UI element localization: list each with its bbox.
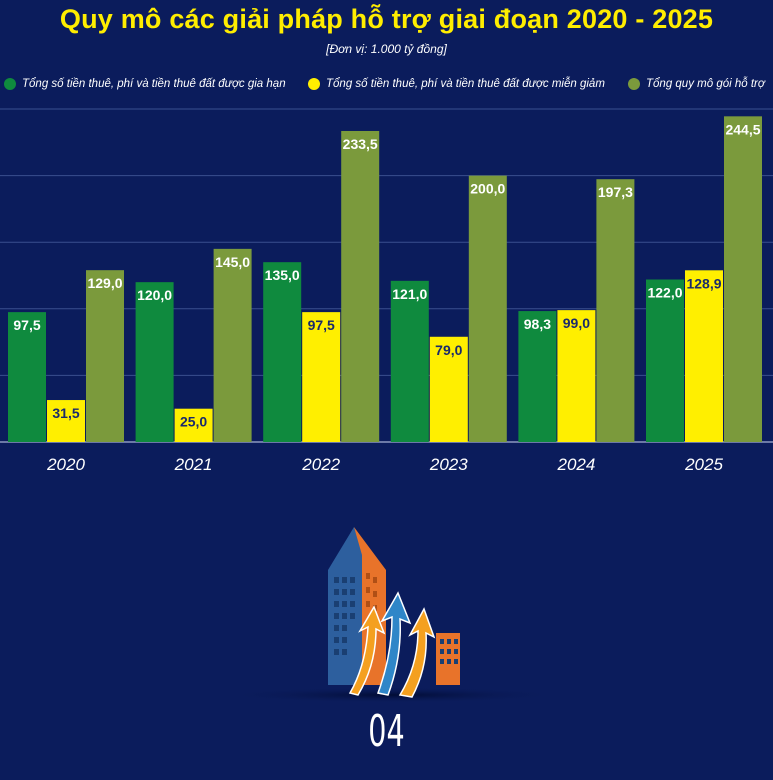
data-label: 244,5: [725, 121, 760, 137]
data-label: 98,3: [524, 316, 551, 332]
bar-chart: 97,5 31,5 129,0 2020 120,0 25,0 145,0 2021 135,0…: [0, 108, 773, 474]
page-number: 04: [368, 706, 405, 757]
data-label: 31,5: [52, 405, 79, 421]
bar-reduced: [302, 312, 341, 442]
legend-swatch-reduced: [308, 78, 320, 90]
legend: Tổng số tiền thuê, phí và tiền thuê đất …: [4, 78, 773, 98]
chart-title: Quy mô các giải pháp hỗ trợ giai đoạn 20…: [59, 4, 714, 34]
data-label: 197,3: [598, 184, 633, 200]
data-label: 79,0: [435, 342, 462, 358]
legend-item-extended: Tổng số tiền thuê, phí và tiền thuê đất …: [4, 78, 286, 90]
data-label: 121,0: [392, 286, 427, 302]
data-label: 120,0: [137, 287, 172, 303]
data-label: 25,0: [180, 414, 207, 430]
bar-extended: [135, 282, 174, 442]
bar-extended: [390, 280, 429, 442]
legend-item-reduced: Tổng số tiền thuê, phí và tiền thuê đất …: [308, 78, 605, 90]
bar-reduced: [685, 270, 723, 442]
chart-subtitle: [Đơn vị: 1.000 tỷ đồng]: [326, 42, 447, 56]
bar-total: [724, 116, 762, 443]
legend-label-extended: Tổng số tiền thuê, phí và tiền thuê đất …: [22, 78, 286, 90]
data-label: 99,0: [563, 315, 590, 331]
bar-reduced: [557, 310, 596, 442]
x-tick-label: 2021: [174, 455, 213, 474]
bar-total: [213, 248, 252, 442]
bar-total: [468, 175, 507, 442]
data-label: 97,5: [13, 317, 40, 333]
x-tick-label: 2025: [684, 455, 723, 474]
bar-extended: [263, 262, 302, 442]
legend-label-total: Tổng quy mô gói hỗ trợ: [646, 78, 765, 90]
bar-total: [596, 179, 635, 442]
data-label: 200,0: [470, 181, 505, 197]
data-label: 135,0: [265, 267, 300, 283]
x-tick-label: 2024: [556, 455, 595, 474]
legend-item-total: Tổng quy mô gói hỗ trợ: [628, 78, 765, 90]
data-label: 128,9: [686, 275, 721, 291]
bar-reduced: [429, 336, 468, 442]
data-label: 129,0: [87, 275, 122, 291]
legend-label-reduced: Tổng số tiền thuê, phí và tiền thuê đất …: [326, 78, 605, 90]
x-tick-label: 2022: [301, 455, 340, 474]
bar-extended: [8, 312, 46, 442]
legend-swatch-total: [628, 78, 640, 90]
bar-total: [341, 130, 380, 442]
bar-extended: [646, 279, 684, 442]
data-label: 145,0: [215, 254, 250, 270]
bar-reduced: [174, 408, 213, 442]
legend-swatch-extended: [4, 78, 16, 90]
data-label: 233,5: [343, 136, 378, 152]
bar-total: [86, 270, 124, 442]
data-label: 97,5: [308, 317, 335, 333]
buildings-with-arrows-icon: [222, 527, 562, 703]
bar-reduced: [47, 400, 85, 442]
bar-extended: [518, 311, 557, 442]
data-label: 122,0: [647, 284, 682, 300]
x-tick-label: 2023: [429, 455, 468, 474]
x-tick-label: 2020: [46, 455, 85, 474]
